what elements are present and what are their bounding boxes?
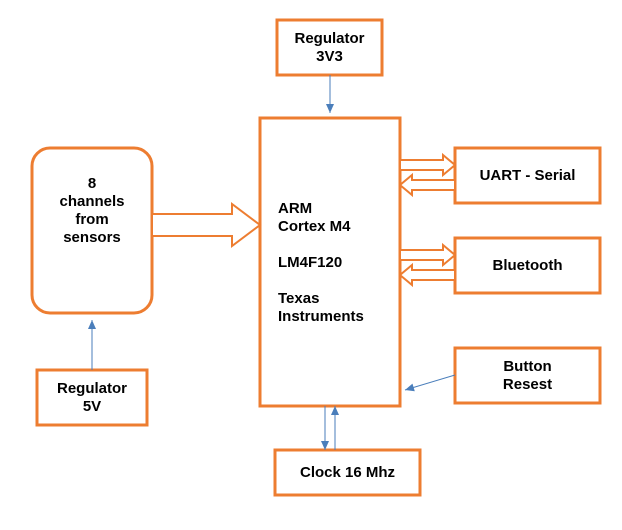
label-sensors-0: 8 [88,175,96,192]
label-btn-0: Button [503,358,551,375]
label-reg3v3-1: 3V3 [316,48,343,65]
block-bt: Bluetooth [455,238,600,293]
block-uart: UART - Serial [455,148,600,203]
label-mcu-0: ARM [278,200,312,217]
label-mcu-6: Instruments [278,308,364,325]
arrow-to-uart [400,155,455,175]
label-clk-0: Clock 16 Mhz [300,464,395,481]
block-sensors: 8channelsfromsensors [32,148,152,313]
label-mcu-3: LM4F120 [278,254,342,271]
label-sensors-3: sensors [63,229,121,246]
arrow-mcu-clk [321,406,339,450]
arrow-from-uart [400,175,455,195]
big-arrow-sensors-mcu [152,204,260,246]
arrow-reg3v3 [326,75,334,113]
arrow-from-bt [400,265,455,285]
label-mcu-1: Cortex M4 [278,218,351,235]
label-bt-0: Bluetooth [493,257,563,274]
label-sensors-1: channels [59,193,124,210]
block-reg5v: Regulator5V [37,370,147,425]
label-mcu-5: Texas [278,290,319,307]
label-btn-1: Resest [503,376,552,393]
label-reg5v-1: 5V [83,398,101,415]
block-reg3v3: Regulator3V3 [277,20,382,75]
label-uart-0: UART - Serial [480,167,576,184]
label-reg5v-0: Regulator [57,380,127,397]
arrow-to-bt [400,245,455,265]
block-btn: ButtonResest [455,348,600,403]
block-mcu: ARMCortex M4 LM4F120 TexasInstruments [260,118,400,406]
arrow-reg5v [88,320,96,370]
arrow-btn [405,375,455,391]
label-sensors-2: from [75,211,108,228]
block-clk: Clock 16 Mhz [275,450,420,495]
label-reg3v3-0: Regulator [294,30,364,47]
